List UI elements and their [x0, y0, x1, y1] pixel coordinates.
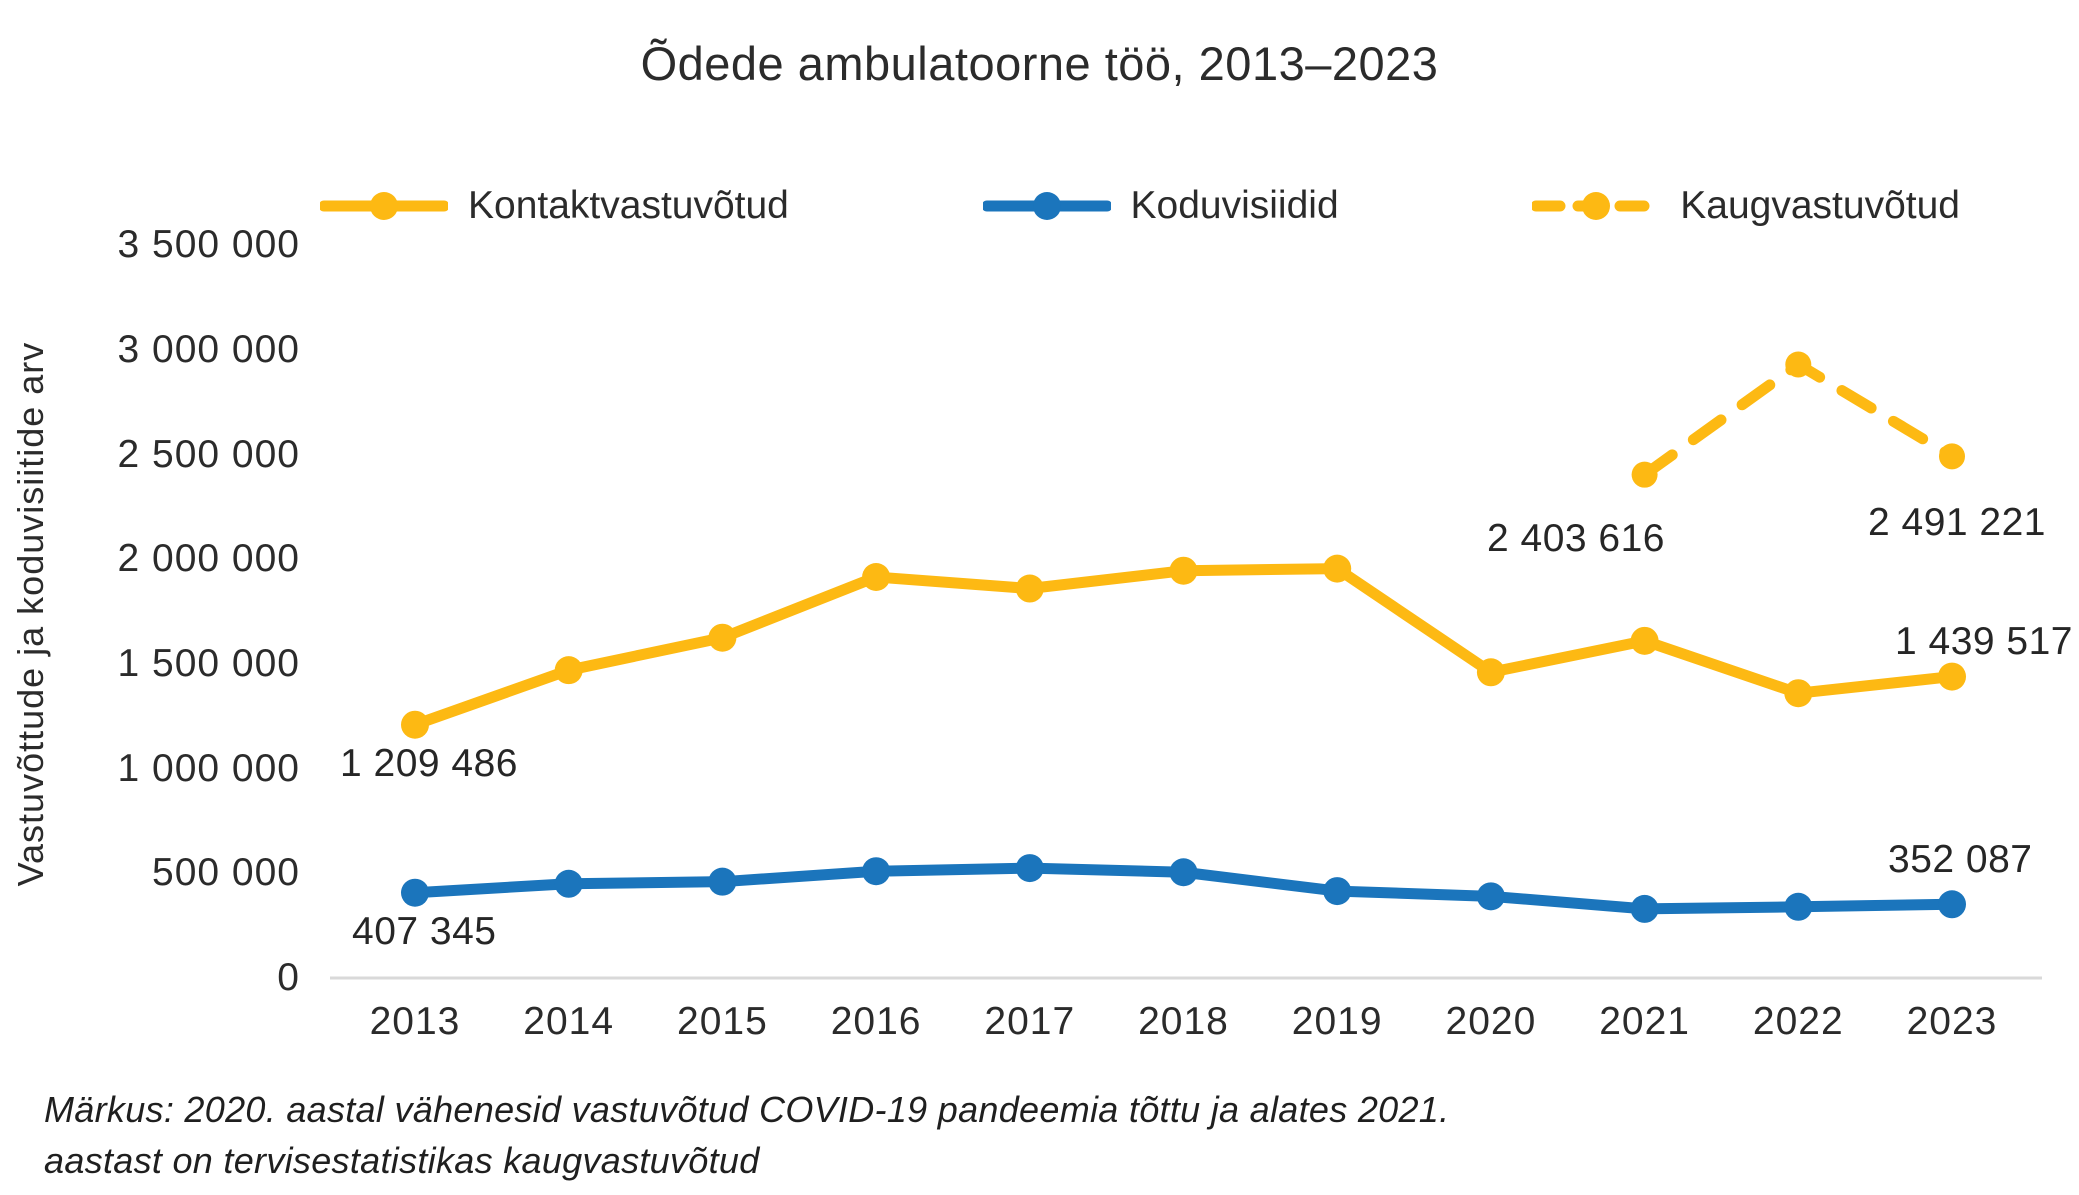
data-point-marker	[1476, 882, 1505, 911]
data-point-marker	[401, 878, 429, 907]
data-point-marker	[862, 562, 891, 591]
data-point-marker	[1630, 626, 1659, 655]
data-label-kaug-2021: 2 403 616	[1487, 517, 1666, 560]
x-axis-tick-label: 2017	[984, 1000, 1076, 1043]
y-axis-tick-label: 2 500 000	[117, 432, 300, 476]
data-point-marker	[708, 623, 737, 652]
y-axis-tick-label: 1 000 000	[117, 746, 300, 790]
data-label-kontakt-2013: 1 209 486	[340, 742, 519, 785]
x-axis-tick-label: 2016	[830, 1000, 922, 1043]
y-axis-tick-label: 0	[277, 956, 300, 999]
data-point-marker	[862, 857, 891, 886]
chart-title: Õdede ambulatoorne töö, 2013–2023	[640, 37, 1439, 90]
solid-line-marker-icon	[981, 184, 1113, 228]
data-point-marker	[708, 867, 737, 896]
data-point-marker	[1169, 858, 1198, 887]
series-line-2	[1639, 358, 1958, 481]
data-point-marker	[1784, 679, 1813, 708]
data-point-marker	[1015, 574, 1044, 603]
dashed-line-marker-icon	[1530, 184, 1662, 228]
data-point-marker	[1939, 443, 1965, 470]
data-point-marker	[1938, 662, 1966, 691]
data-point-marker	[1630, 894, 1659, 923]
data-point-marker	[1938, 890, 1966, 919]
x-axis-tick-label: 2023	[1906, 1000, 1998, 1043]
legend-item-koduvisiidid: Koduvisiidid	[981, 184, 1339, 228]
x-axis-tick-label: 2013	[369, 1000, 461, 1043]
legend-item-kontaktvastuvotud: Kontaktvastuvõtud	[318, 184, 789, 228]
data-point-marker	[1784, 892, 1813, 921]
data-point-marker	[1323, 554, 1352, 583]
data-point-marker	[401, 710, 429, 739]
data-label-kaug-2023: 2 491 221	[1868, 501, 2047, 544]
y-axis-tick-label: 3 000 000	[117, 327, 300, 371]
legend-item-kaugvastuvotud: Kaugvastuvõtud	[1530, 184, 1960, 228]
data-point-marker	[1015, 854, 1044, 883]
x-axis-tick-label: 2020	[1445, 1000, 1537, 1043]
solid-line-marker-icon	[318, 184, 450, 228]
series-line-0	[409, 563, 1958, 731]
data-label-kodu-2013: 407 345	[352, 910, 497, 953]
data-point-marker	[554, 656, 583, 685]
x-axis-tick-label: 2021	[1599, 1000, 1690, 1043]
x-axis-tick-label: 2014	[523, 1000, 615, 1043]
footnote: Märkus: 2020. aastal vähenesid vastuvõtu…	[44, 1089, 1450, 1182]
y-axis-tick-label: 3 500 000	[117, 223, 300, 267]
x-axis-tick-label: 2015	[677, 1000, 768, 1043]
y-axis-tick-label: 500 000	[152, 851, 300, 895]
data-label-kontakt-2023: 1 439 517	[1895, 620, 2074, 663]
x-axis-tick-label: 2022	[1752, 1000, 1844, 1043]
x-axis-tick-label: 2018	[1138, 1000, 1229, 1043]
data-point-marker	[1476, 658, 1505, 687]
legend-label: Koduvisiidid	[1130, 184, 1339, 227]
legend-label: Kaugvastuvõtud	[1680, 184, 1960, 227]
x-axis-tick-label: 2019	[1291, 1000, 1383, 1043]
data-point-marker	[1785, 351, 1812, 378]
legend: Kontaktvastuvõtud Koduvisiidid Kaugvastu…	[318, 184, 1960, 228]
legend-label: Kontaktvastuvõtud	[468, 184, 789, 227]
data-point-marker	[1631, 461, 1658, 488]
y-axis-tick-label: 2 000 000	[117, 537, 300, 581]
data-point-marker	[1323, 877, 1352, 906]
y-axis-tick-label: 1 500 000	[117, 641, 300, 685]
data-point-marker	[1169, 556, 1198, 585]
data-label-kodu-2023: 352 087	[1888, 838, 2033, 881]
data-point-marker	[554, 869, 583, 898]
